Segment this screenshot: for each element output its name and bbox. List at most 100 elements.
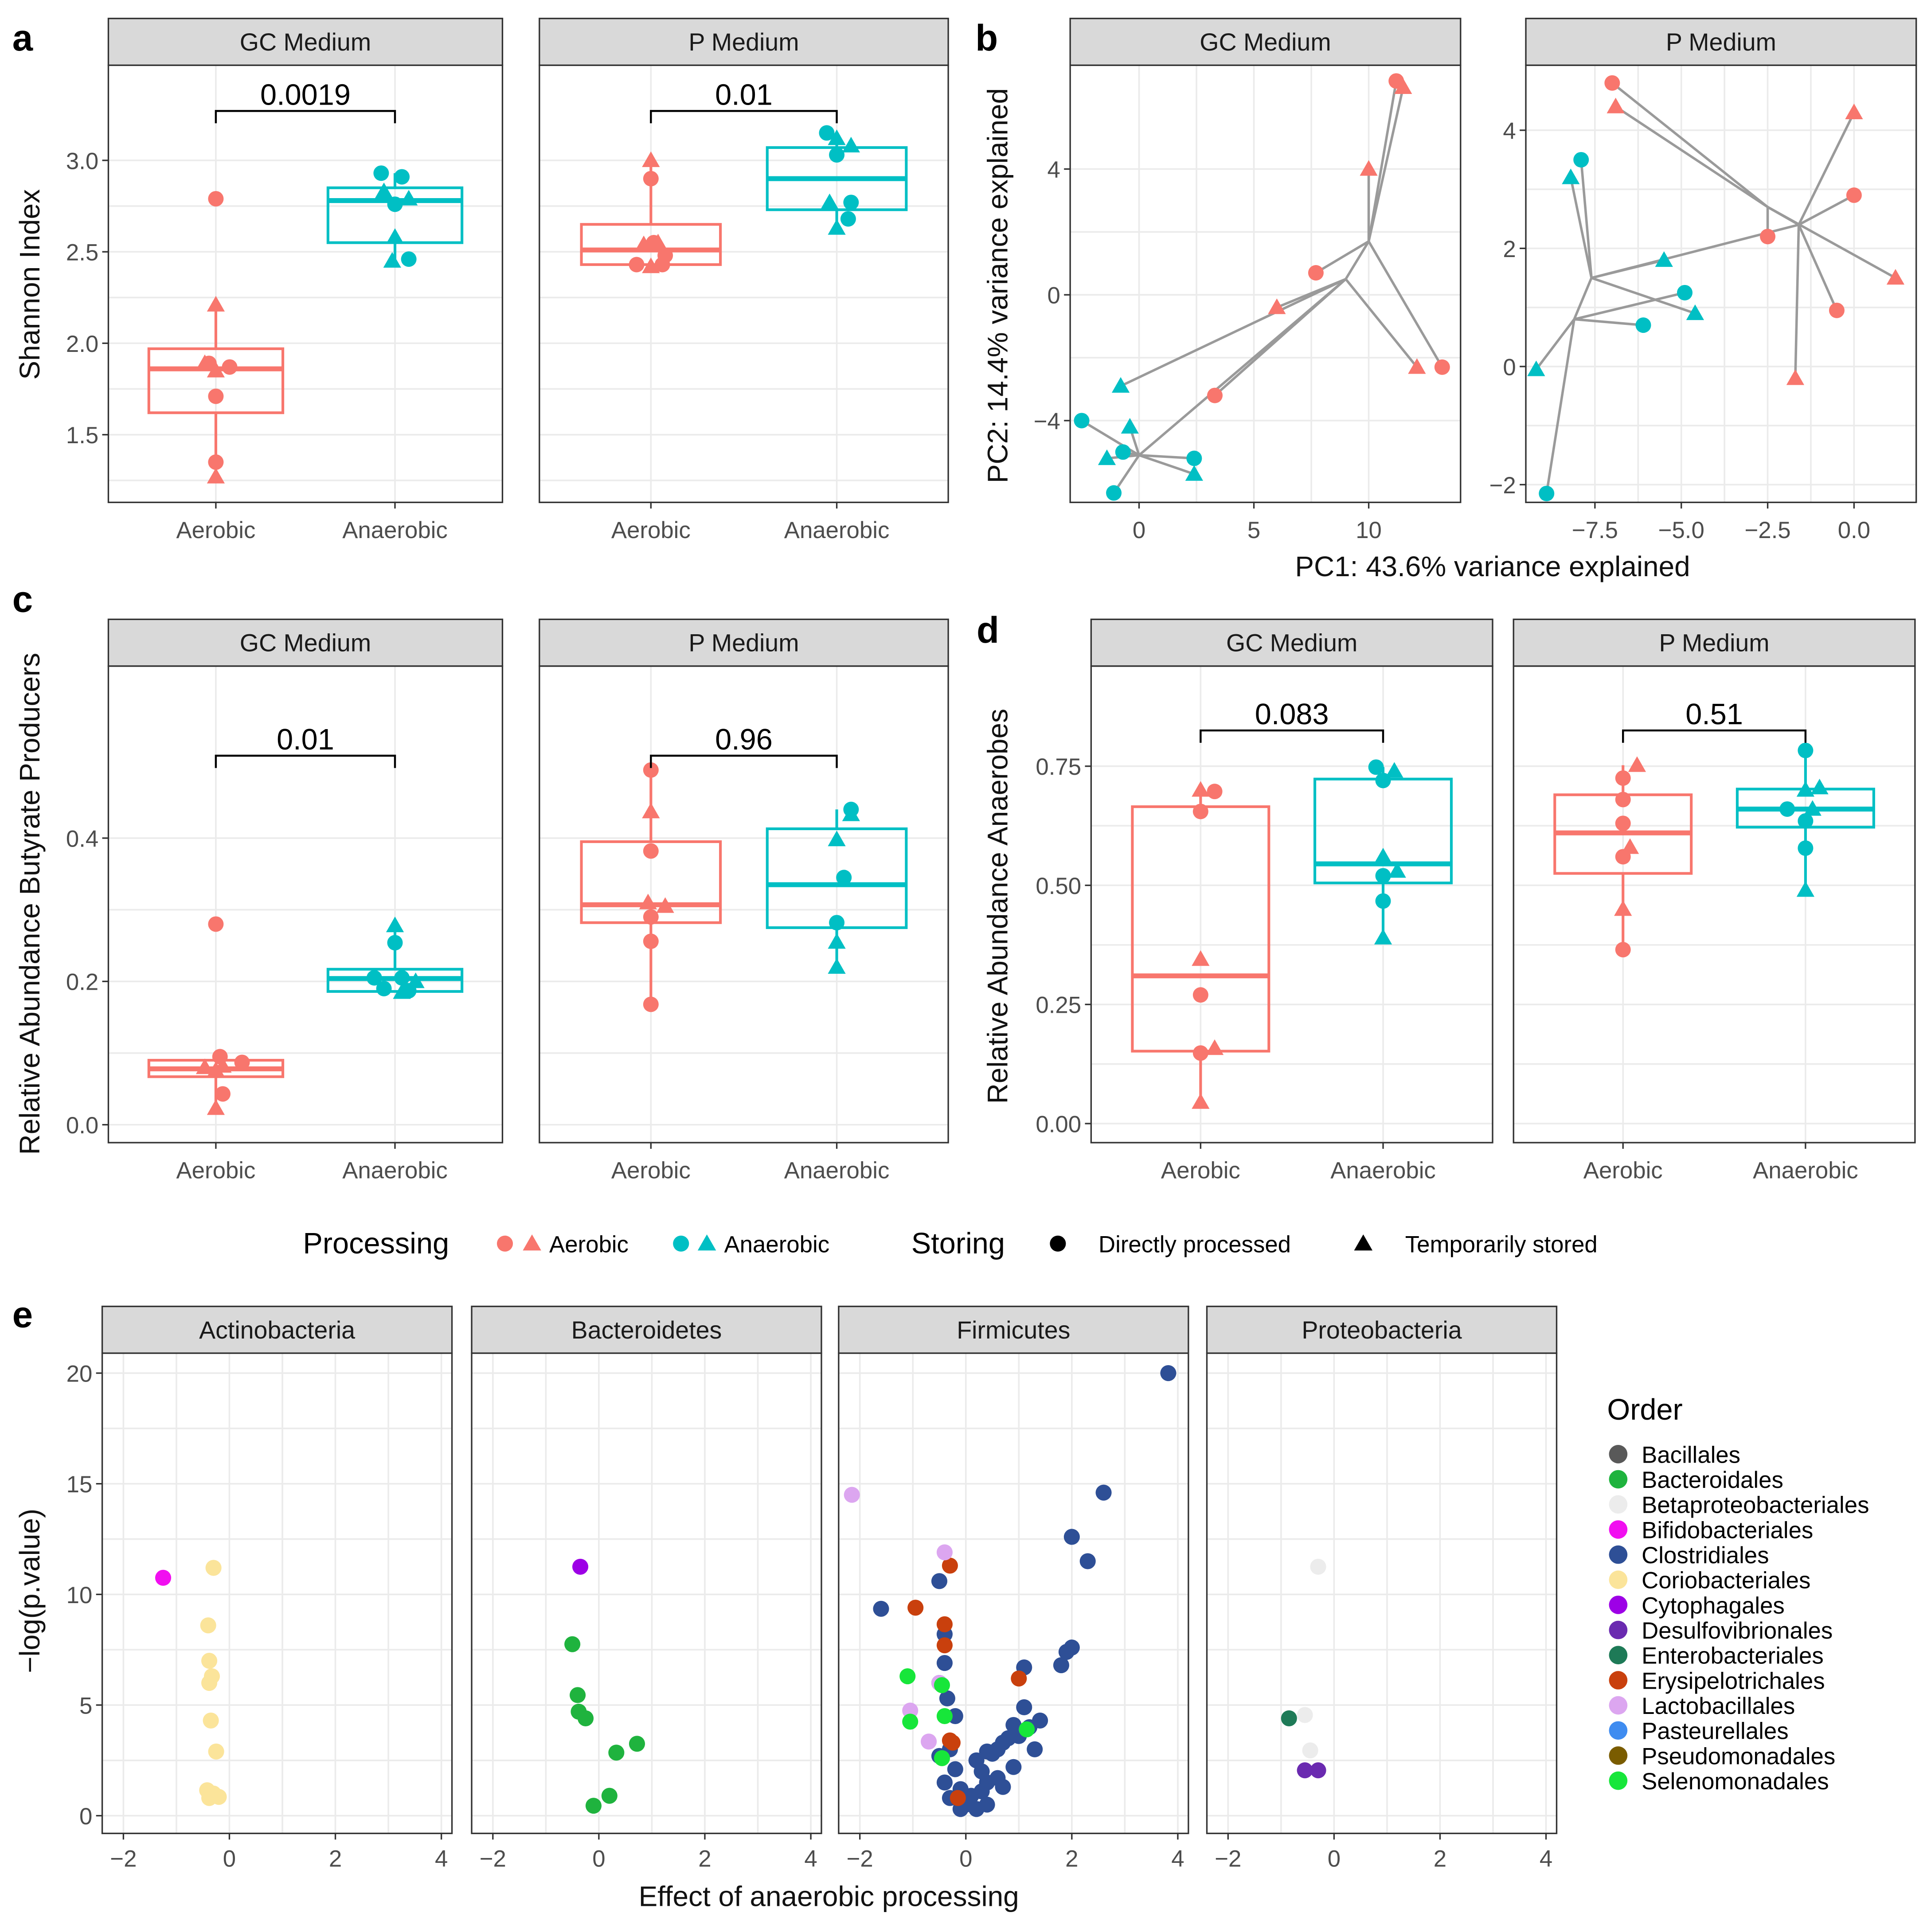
order-legend-label-11: Pasteurellales [1642, 1718, 1788, 1745]
panel-d-point-0-0-5 [1192, 950, 1210, 966]
panel-e-xtick-2-2: 2 [1065, 1846, 1078, 1872]
panel-b-ytick-0-0: −4 [1034, 408, 1060, 434]
panel-b-point-1-0 [1604, 75, 1620, 91]
panel-b-point-0-15 [1185, 465, 1203, 481]
order-legend-label-4: Clostridiales [1642, 1542, 1769, 1569]
processing-legend-title: Processing [303, 1227, 449, 1260]
panel-a-pvalue-0: 0.0019 [260, 79, 351, 112]
panel-c-pvalue-1: 0.96 [715, 723, 773, 756]
panel-b-link-1-7 [1794, 225, 1800, 379]
panel-b-link-1-4 [1798, 112, 1855, 226]
panel-b-x-title: PC1: 43.6% variance explained [1295, 550, 1690, 582]
panel-e-point-2-60 [934, 1750, 950, 1766]
panel-c-plot-bg-0 [108, 666, 503, 1143]
panel-e-point-2-58 [902, 1713, 919, 1730]
panel-d-border-0 [1090, 665, 1493, 1144]
panel-d-point-0-1-7 [1374, 929, 1392, 945]
panel-a-point-0-0-4 [208, 191, 224, 207]
panel-e-ytick-4: 20 [66, 1361, 93, 1387]
panel-a-border-0 [107, 64, 504, 503]
panel-e-point-1-4 [577, 1710, 594, 1726]
panel-a-point-1-0-5 [642, 151, 660, 167]
panel-e-point-2-54 [902, 1702, 919, 1719]
panel-a-point-0-1-1 [394, 169, 410, 185]
panel-b-point-0-12 [1098, 449, 1116, 465]
panel-a-point-0-0-3 [208, 454, 224, 470]
panel-c-xtick-0-1: Anaerobic [342, 1158, 448, 1184]
panel-d-strip-1 [1513, 618, 1916, 667]
panel-b-point-0-5 [1207, 387, 1223, 403]
order-legend-key-10 [1609, 1696, 1628, 1715]
legend-circle-symbol [1050, 1235, 1066, 1252]
panel-e-facet-title-0: Actinobacteria [199, 1316, 355, 1344]
panel-c-ytick-2: 0.4 [66, 826, 98, 852]
panel-a-bracket-1 [650, 110, 838, 124]
panel-b-y-title: PC2: 14.4% variance explained [981, 88, 1013, 483]
panel-e-xtick-2-3: 4 [1171, 1846, 1184, 1872]
panel-b-centroid-link-0-1 [1138, 278, 1347, 457]
panel-b-link-1-1 [1615, 105, 1769, 208]
panel-e-point-1-5 [629, 1736, 645, 1752]
panel-a-point-0-1-7 [383, 252, 401, 268]
panel-a-point-1-1-6 [821, 193, 839, 209]
panel-d-point-1-0-0 [1615, 770, 1631, 786]
panel-b-centroid-link-0-0 [1345, 241, 1370, 280]
panel-c-point-1-0-0 [643, 762, 659, 778]
panel-a-xtick-1-0: Aerobic [611, 517, 691, 543]
panel-e-point-2-13 [1053, 1657, 1069, 1674]
panel-b-link-0-0 [1367, 81, 1398, 242]
order-legend-key-13 [1609, 1771, 1628, 1790]
panel-b-point-0-9 [1111, 377, 1130, 393]
order-legend-key-7 [1609, 1620, 1628, 1639]
panel-a-xtick-1-1: Anaerobic [784, 517, 890, 543]
panel-e-x-title: Effect of anaerobic processing [639, 1880, 1019, 1912]
order-legend-key-0 [1609, 1445, 1628, 1464]
panel-a-point-1-0-0 [643, 171, 659, 187]
panel-tag-d: d [977, 609, 999, 651]
panel-d-point-1-0-7 [1614, 900, 1632, 916]
panel-a-point-0-0-6 [195, 354, 214, 370]
panel-b-link-1-5 [1798, 194, 1855, 226]
legend-aerobic-triangle [523, 1234, 541, 1251]
panel-e-border-3 [1206, 1352, 1558, 1834]
order-legend-key-1 [1609, 1470, 1628, 1489]
panel-b-centroid-link-1-2 [1573, 277, 1593, 320]
panel-e-point-2-41 [947, 1761, 963, 1777]
panel-c-pvalue-0: 0.01 [277, 723, 334, 756]
panel-tag-a: a [12, 17, 33, 59]
panel-e-point-2-1 [1095, 1484, 1112, 1501]
panel-b-point-1-3 [1846, 187, 1862, 203]
panel-e-point-3-2 [1302, 1742, 1318, 1759]
order-legend-key-11 [1609, 1721, 1628, 1740]
panel-a-box-0-0 [147, 347, 285, 414]
panel-e-xtick-2-1: 0 [959, 1846, 972, 1872]
panel-e-xtick-3-1: 0 [1328, 1846, 1341, 1872]
panel-a-strip-0 [107, 18, 504, 66]
order-legend-label-9: Erysipelotrichales [1642, 1668, 1825, 1694]
panel-b-link-1-14 [1535, 318, 1575, 371]
panel-c-point-0-1-3 [376, 980, 392, 996]
panel-d-pvalue-1: 0.51 [1685, 698, 1743, 731]
order-legend-key-6 [1609, 1596, 1628, 1614]
panel-d-point-0-0-0 [1207, 784, 1223, 800]
panel-e-point-2-12 [1058, 1644, 1075, 1660]
panel-b-link-1-6 [1798, 224, 1838, 311]
panel-b-ytick-1-3: 4 [1503, 118, 1516, 144]
panel-b-link-1-11 [1591, 277, 1696, 315]
panel-d-ytick-1: 0.25 [1036, 992, 1081, 1019]
panel-b-point-0-10 [1121, 418, 1139, 434]
panel-e-point-0-0 [155, 1569, 172, 1586]
panel-a-point-1-0-3 [657, 247, 673, 263]
panel-a-point-1-0-6 [635, 235, 653, 251]
panel-d-point-0-1-5 [1374, 847, 1392, 864]
panel-b-point-0-11 [1115, 444, 1131, 460]
panel-e-xtick-1-1: 0 [592, 1846, 605, 1872]
panel-b-link-1-13 [1574, 318, 1644, 327]
panel-c-point-1-1-2 [829, 915, 845, 931]
panel-e-point-2-28 [1005, 1759, 1022, 1775]
processing-legend: Processing Aerobic Anaerobic [303, 1227, 829, 1260]
panel-b-link-1-15 [1545, 319, 1575, 494]
panel-b-point-0-2 [1360, 160, 1378, 176]
panel-e-facet-title-3: Proteobacteria [1302, 1316, 1462, 1344]
panel-c-point-1-0-3 [643, 933, 659, 949]
